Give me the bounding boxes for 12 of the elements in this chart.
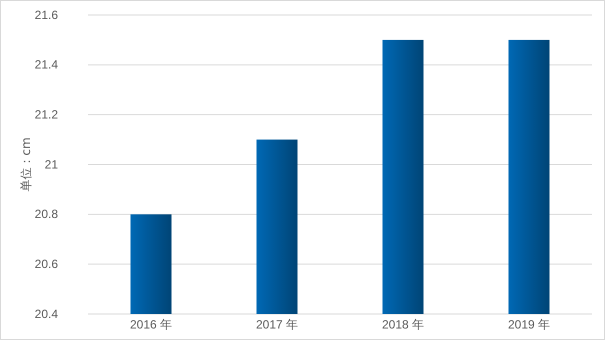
- y-tick-label: 20.6: [34, 257, 58, 272]
- x-tick-label: 2017 年: [256, 318, 298, 332]
- x-tick-label: 2019 年: [508, 318, 550, 332]
- y-tick-label: 20.4: [34, 306, 58, 321]
- y-tick-label: 21.2: [34, 108, 58, 122]
- y-axis-title: 单位：cm: [19, 137, 33, 192]
- y-tick-label: 21: [44, 157, 58, 172]
- y-tick-label: 20.8: [34, 207, 58, 222]
- x-tick-label: 2018 年: [382, 318, 424, 332]
- x-tick-label: 2016 年: [130, 318, 172, 332]
- y-tick-label: 21.4: [34, 58, 58, 72]
- y-tick-label: 21.6: [34, 8, 58, 22]
